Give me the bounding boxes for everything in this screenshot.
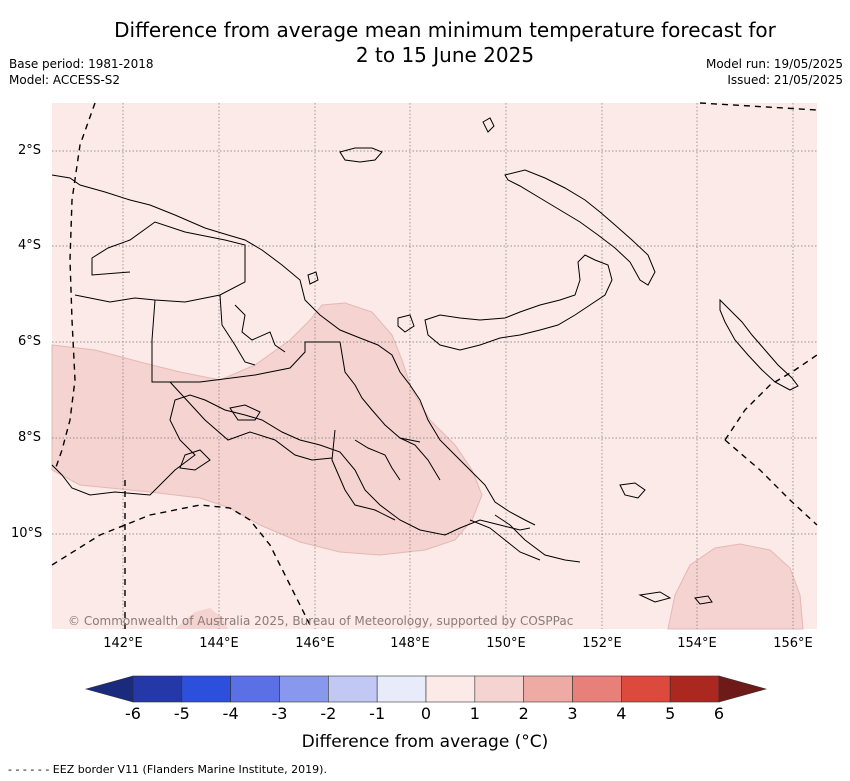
eez-legend: - - - - - - EEZ border V11 (Flanders Mar… [8, 763, 327, 776]
colorbar-tick-label: 4 [616, 704, 627, 723]
colorbar-segment [669, 675, 720, 703]
anomaly-background [52, 103, 817, 629]
colorbar-segment [474, 675, 524, 703]
model-name: Model: ACCESS-S2 [9, 73, 121, 87]
lon-label-144e: 144°E [199, 636, 239, 651]
lat-label-8s: 8°S [18, 430, 42, 445]
copyright-notice: © Commonwealth of Australia 2025, Bureau… [68, 614, 574, 628]
coastline [51, 117, 799, 605]
colorbar-over-arrow [718, 675, 768, 703]
lon-label-146e: 146°E [295, 636, 335, 651]
anomaly-region-southwest [175, 608, 228, 629]
lon-label-148e: 148°E [390, 636, 430, 651]
colorbar-tick-label: -3 [271, 704, 288, 723]
title-line-1: Difference from average mean minimum tem… [114, 18, 776, 42]
colorbar-tick-label: -2 [320, 704, 337, 723]
provincial-boundaries [74, 221, 441, 521]
colorbar [84, 675, 768, 703]
lon-label-156e: 156°E [773, 636, 813, 651]
colorbar-tick-label: 2 [518, 704, 529, 723]
colorbar-under-arrow [84, 675, 134, 703]
colorbar-segment [621, 675, 671, 703]
lon-label-142e: 142°E [103, 636, 143, 651]
lat-label-6s: 6°S [18, 334, 42, 349]
colorbar-segment [376, 675, 427, 703]
issued-date: Issued: 21/05/2025 [727, 73, 843, 87]
lat-label-2s: 2°S [18, 143, 42, 158]
colorbar-segment [279, 675, 329, 703]
map-title: Difference from average mean minimum tem… [60, 18, 830, 68]
lon-label-154e: 154°E [677, 636, 717, 651]
colorbar-segment [132, 675, 183, 703]
eez-border [51, 102, 818, 629]
base-period: Base period: 1981-2018 [9, 57, 154, 71]
colorbar-tick-label: -4 [222, 704, 239, 723]
colorbar-segment [328, 675, 378, 703]
lon-label-152e: 152°E [582, 636, 622, 651]
anomaly-region-mainland [51, 302, 483, 556]
colorbar-tick-label: 0 [420, 704, 432, 723]
colorbar-tick-label: 5 [665, 704, 676, 723]
model-info: Base period: 1981-2018 Model: ACCESS-S2 [9, 56, 154, 88]
anomaly-region-southeast [667, 543, 804, 630]
colorbar-tick-label: 3 [567, 704, 578, 723]
run-info: Model run: 19/05/2025 Issued: 21/05/2025 [706, 56, 843, 88]
lat-label-10s: 10°S [11, 526, 43, 541]
colorbar-tick-label: -1 [369, 704, 386, 723]
title-line-2: 2 to 15 June 2025 [355, 43, 535, 67]
map-canvas [51, 102, 818, 630]
colorbar-segment [181, 675, 231, 703]
lon-label-150e: 150°E [486, 636, 526, 651]
colorbar-tick-label: -5 [173, 704, 190, 723]
lat-label-4s: 4°S [18, 238, 42, 253]
colorbar-tick-label: 1 [469, 704, 480, 723]
colorbar-tick-label: -6 [125, 704, 141, 723]
colorbar-title: Difference from average (°C) [301, 732, 549, 752]
colorbar-segment [523, 675, 573, 703]
colorbar-tick-label: 6 [713, 704, 725, 723]
colorbar-segment [572, 675, 622, 703]
model-run: Model run: 19/05/2025 [705, 57, 843, 71]
colorbar-segment [230, 675, 280, 703]
colorbar-segment [425, 675, 476, 703]
